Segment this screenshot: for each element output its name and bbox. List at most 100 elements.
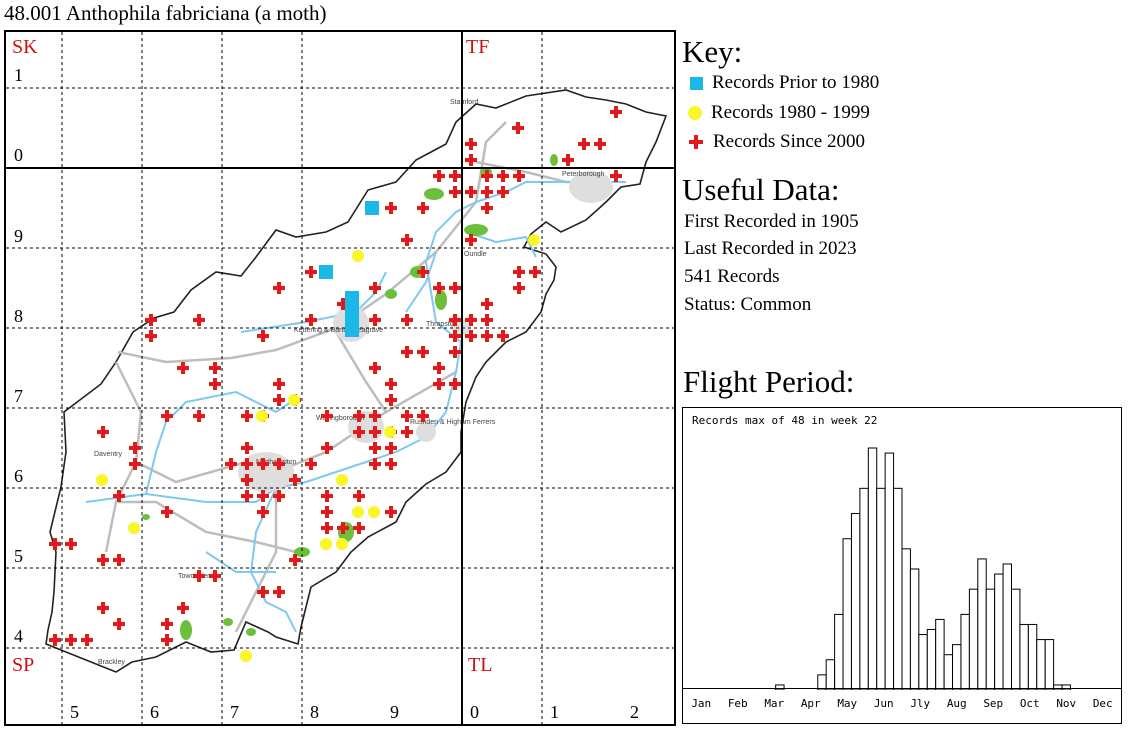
record-since-2000: [481, 202, 493, 214]
town-label: Stamford: [450, 99, 479, 106]
record-since-2000: [129, 442, 141, 454]
record-since-2000: [241, 474, 253, 486]
record-since-2000: [353, 410, 365, 422]
month-label: Nov: [1056, 697, 1077, 710]
row-label: 5: [14, 546, 23, 566]
record-since-2000: [465, 138, 477, 150]
record-since-2000: [369, 314, 381, 326]
key-item-label: Records Since 2000: [713, 131, 865, 152]
roads: [104, 121, 606, 633]
record-since-2000: [369, 442, 381, 454]
row-label: 0: [14, 145, 23, 165]
record-since-2000: [562, 154, 574, 166]
record-since-2000: [321, 506, 333, 518]
record-1980-1999: [384, 426, 396, 438]
record-since-2000: [161, 506, 173, 518]
week-bar: [985, 588, 996, 690]
month-label: Jun: [873, 697, 894, 710]
record-since-2000: [512, 122, 524, 134]
record-since-2000: [369, 410, 381, 422]
chart-title: Records max of 48 in week 22: [692, 414, 878, 427]
col-label: 7: [230, 702, 239, 722]
record-since-2000: [289, 554, 301, 566]
record-since-2000: [417, 202, 429, 214]
record-1980-1999: [336, 474, 348, 486]
week-bar: [825, 659, 836, 690]
record-1980-1999: [368, 506, 380, 518]
record-since-2000: [145, 314, 157, 326]
record-since-2000: [209, 570, 221, 582]
record-since-2000: [161, 410, 173, 422]
week-bar: [935, 618, 945, 690]
record-since-2000: [513, 266, 525, 278]
row-label: 4: [14, 626, 23, 646]
record-since-2000: [369, 362, 381, 374]
week-bar: [834, 613, 844, 690]
record-since-2000: [97, 426, 109, 438]
square-label-tf: TF: [466, 36, 490, 58]
key-item-mid: Records 1980 - 1999: [688, 102, 870, 124]
record-since-2000: [385, 378, 397, 390]
record-since-2000: [321, 442, 333, 454]
week-bar: [842, 538, 852, 690]
week-bar: [1019, 623, 1029, 690]
town-label: Kettering & Barton Seagrave: [294, 327, 383, 334]
record-since-2000: [465, 186, 477, 198]
record-since-2000: [481, 314, 493, 326]
town-label: Peterborough: [562, 171, 605, 178]
town-label: Rushden & Higham Ferrers: [410, 419, 496, 426]
col-label: 2: [630, 702, 639, 722]
week-bar: [901, 548, 911, 690]
record-since-2000: [289, 474, 301, 486]
record-prior-1980: [319, 265, 333, 279]
record-since-2000: [305, 314, 317, 326]
record-since-2000: [417, 410, 429, 422]
useful-data-heading: Useful Data:: [682, 172, 840, 207]
record-since-2000: [481, 330, 493, 342]
record-since-2000: [241, 458, 253, 470]
square-label-tl: TL: [468, 654, 493, 676]
record-since-2000: [97, 554, 109, 566]
record-since-2000: [273, 282, 285, 294]
rivers: [85, 181, 626, 633]
record-since-2000: [449, 186, 461, 198]
woodland-patches: [142, 154, 558, 640]
record-since-2000: [257, 458, 269, 470]
month-label: Jly: [910, 697, 931, 710]
record-since-2000: [241, 442, 253, 454]
record-since-2000: [321, 522, 333, 534]
record-since-2000: [257, 490, 269, 502]
row-label: 7: [14, 386, 23, 406]
record-since-2000: [401, 426, 413, 438]
record-since-2000: [161, 618, 173, 630]
record-since-2000: [273, 378, 285, 390]
key-item-recent: Records Since 2000: [688, 131, 865, 153]
key-item-label: Records Prior to 1980: [712, 72, 880, 93]
record-1980-1999: [256, 410, 268, 422]
week-bar: [850, 513, 861, 690]
record-since-2000: [305, 458, 317, 470]
record-since-2000: [385, 202, 397, 214]
record-since-2000: [401, 234, 413, 246]
record-since-2000: [529, 266, 541, 278]
record-since-2000: [610, 170, 622, 182]
week-bar: [918, 634, 928, 690]
record-since-2000: [449, 314, 461, 326]
record-since-2000: [369, 282, 381, 294]
week-bar: [884, 452, 895, 690]
week-bar: [1036, 639, 1046, 690]
town-label: Thrapston: [426, 321, 458, 328]
record-since-2000: [273, 394, 285, 406]
record-since-2000: [113, 490, 125, 502]
week-bar: [960, 613, 970, 690]
month-axis: Jan Feb Mar Apr May Jun Jly Aug Sep Oct …: [683, 688, 1121, 723]
record-since-2000: [513, 282, 525, 294]
record-since-2000: [193, 410, 205, 422]
month-label: Dec: [1092, 697, 1113, 710]
record-since-2000: [65, 634, 77, 646]
record-1980-1999: [128, 522, 140, 534]
record-1980-1999: [352, 250, 364, 262]
record-since-2000: [481, 298, 493, 310]
record-since-2000: [353, 490, 365, 502]
record-since-2000: [241, 490, 253, 502]
